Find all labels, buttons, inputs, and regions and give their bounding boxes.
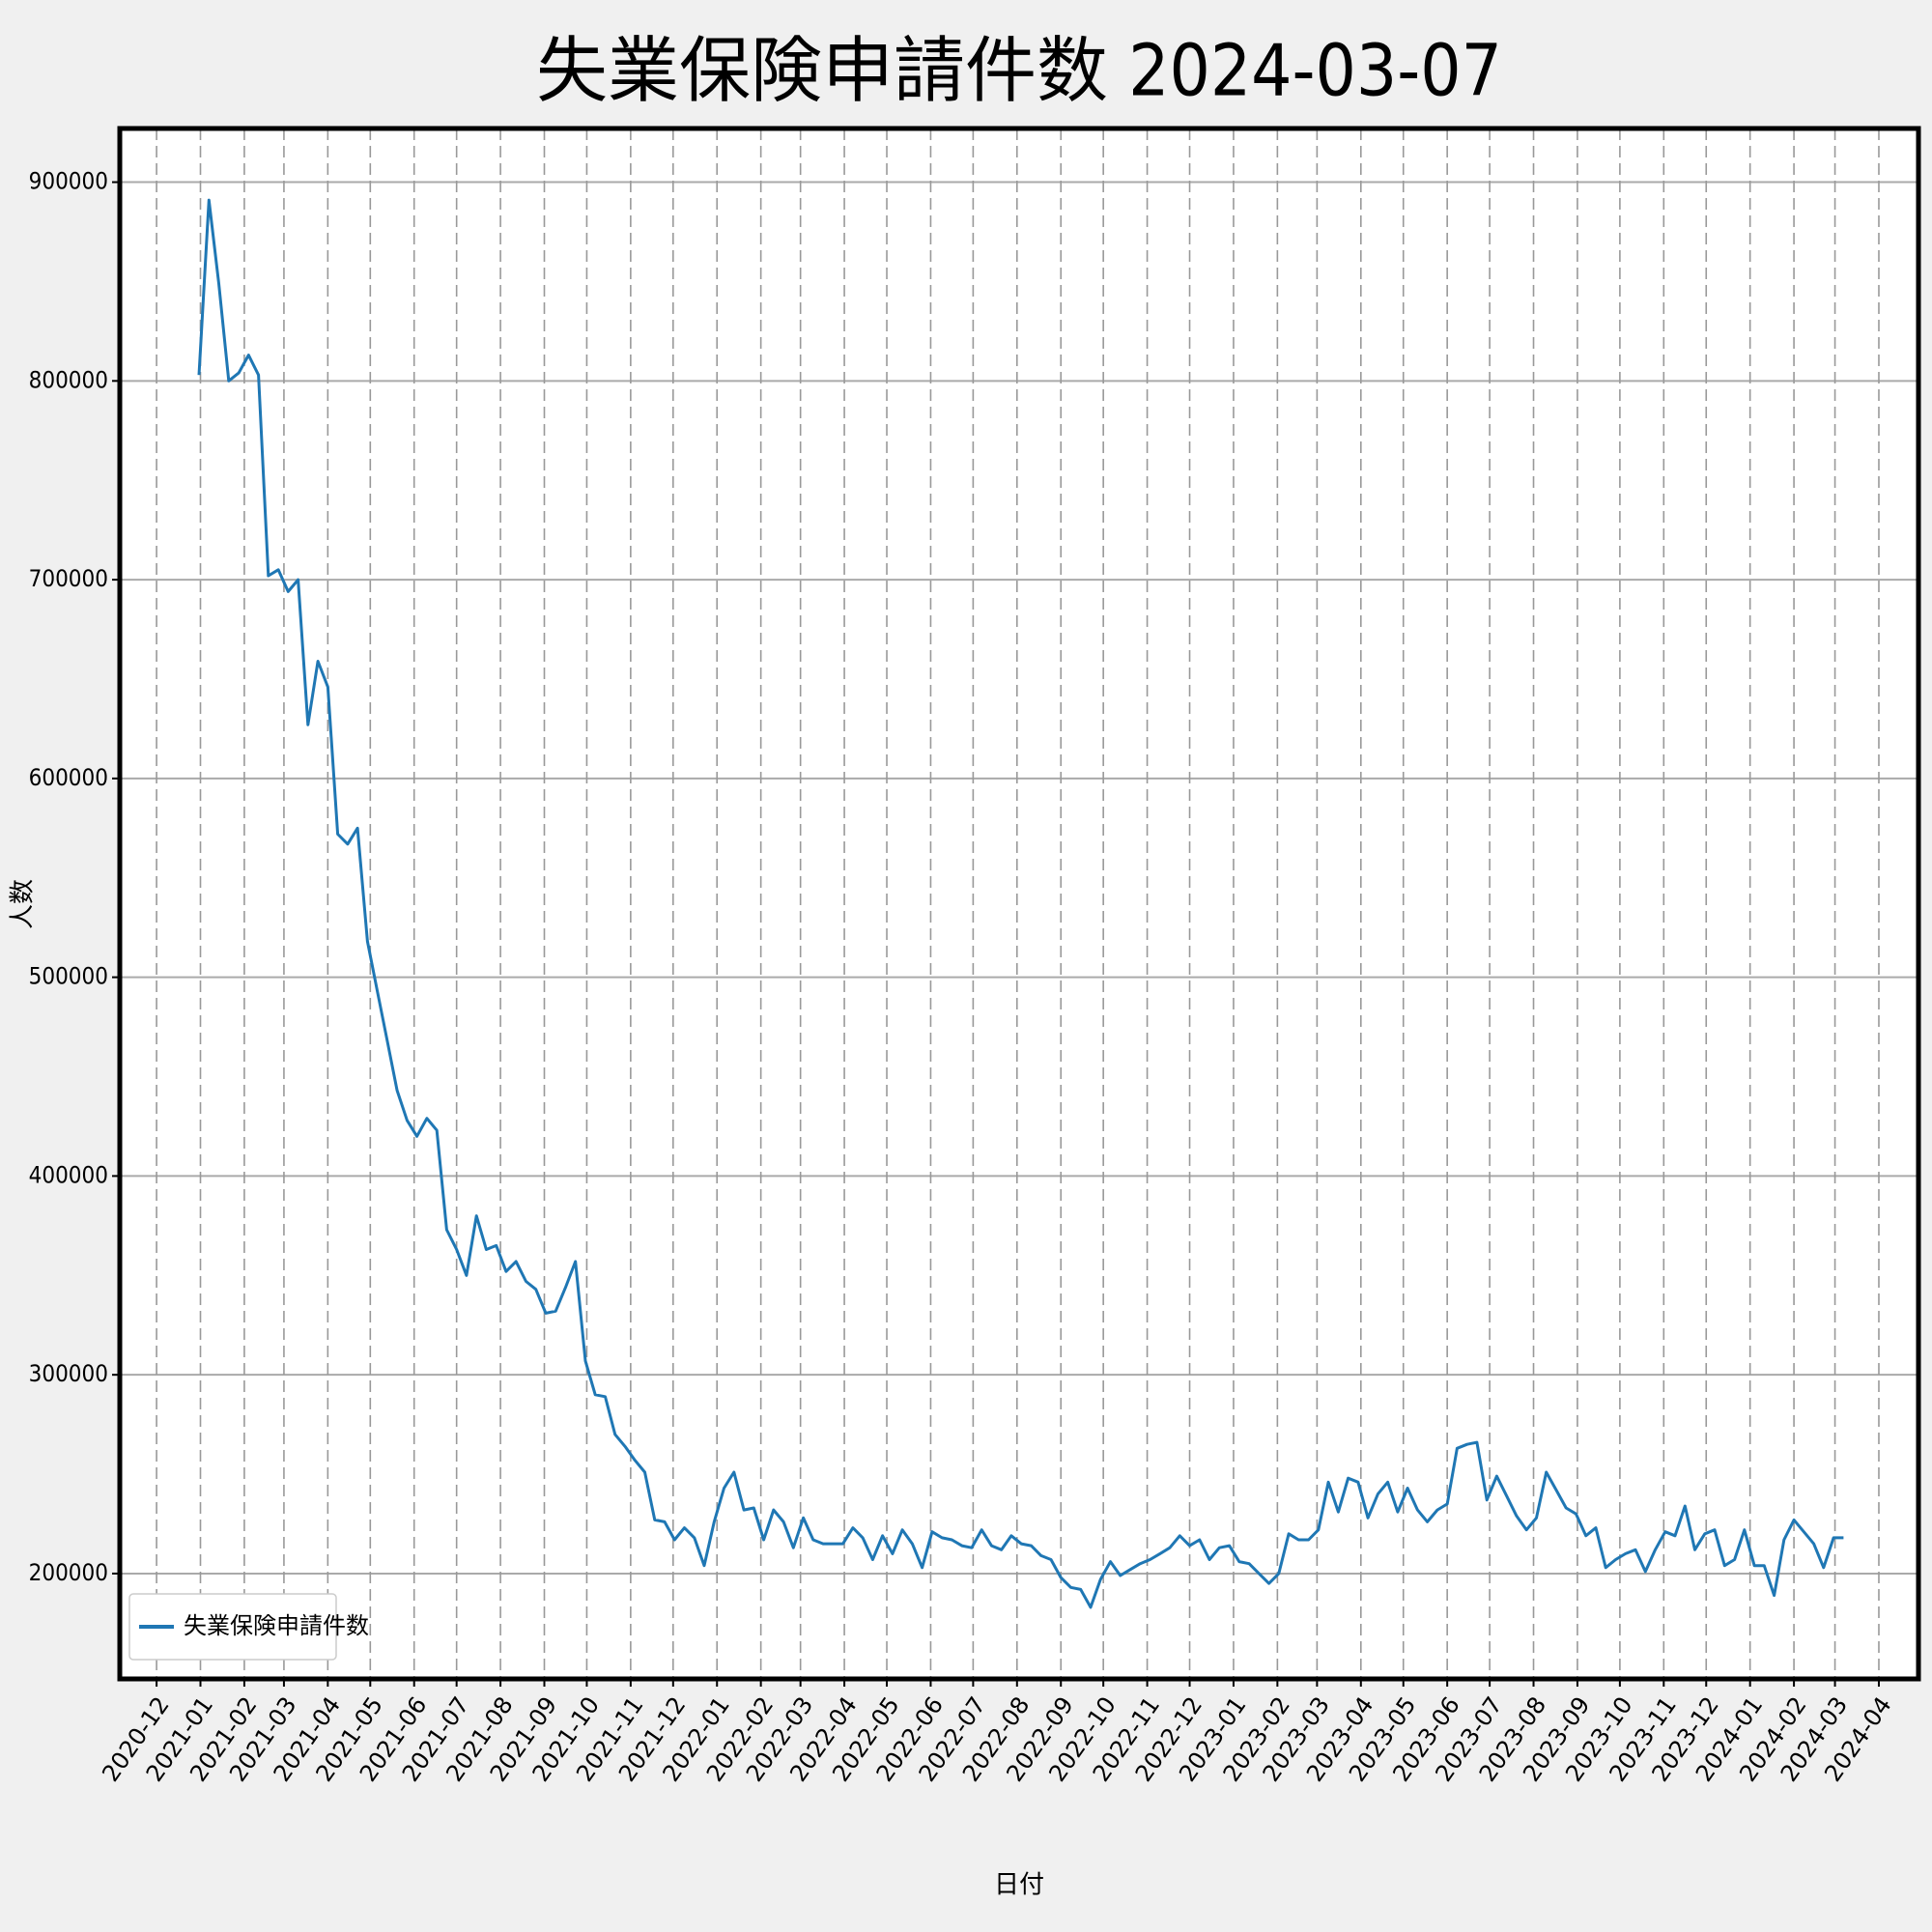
legend: 失業保険申請件数 (128, 1593, 369, 1661)
y-tick-label: 800000 (29, 366, 108, 393)
y-tick-label: 600000 (29, 764, 108, 791)
y-tick-label: 900000 (29, 168, 108, 195)
y-tick-label: 700000 (29, 565, 108, 592)
y-tick-label: 300000 (29, 1360, 108, 1387)
plot-frame (117, 126, 1921, 1682)
y-tick-label: 500000 (29, 963, 108, 990)
x-axis-label: 日付 (994, 1871, 1044, 1900)
chart-title: 失業保険申請件数 2024-03-07 (536, 30, 1502, 113)
plot-area (120, 128, 1918, 1679)
data-line (197, 198, 1844, 1609)
legend-box (128, 1593, 337, 1661)
legend-label: 失業保険申請件数 (184, 1612, 369, 1639)
y-axis-label: 人数 (9, 879, 38, 929)
y-tick-label: 200000 (29, 1559, 108, 1586)
y-tick-label: 400000 (29, 1161, 108, 1188)
